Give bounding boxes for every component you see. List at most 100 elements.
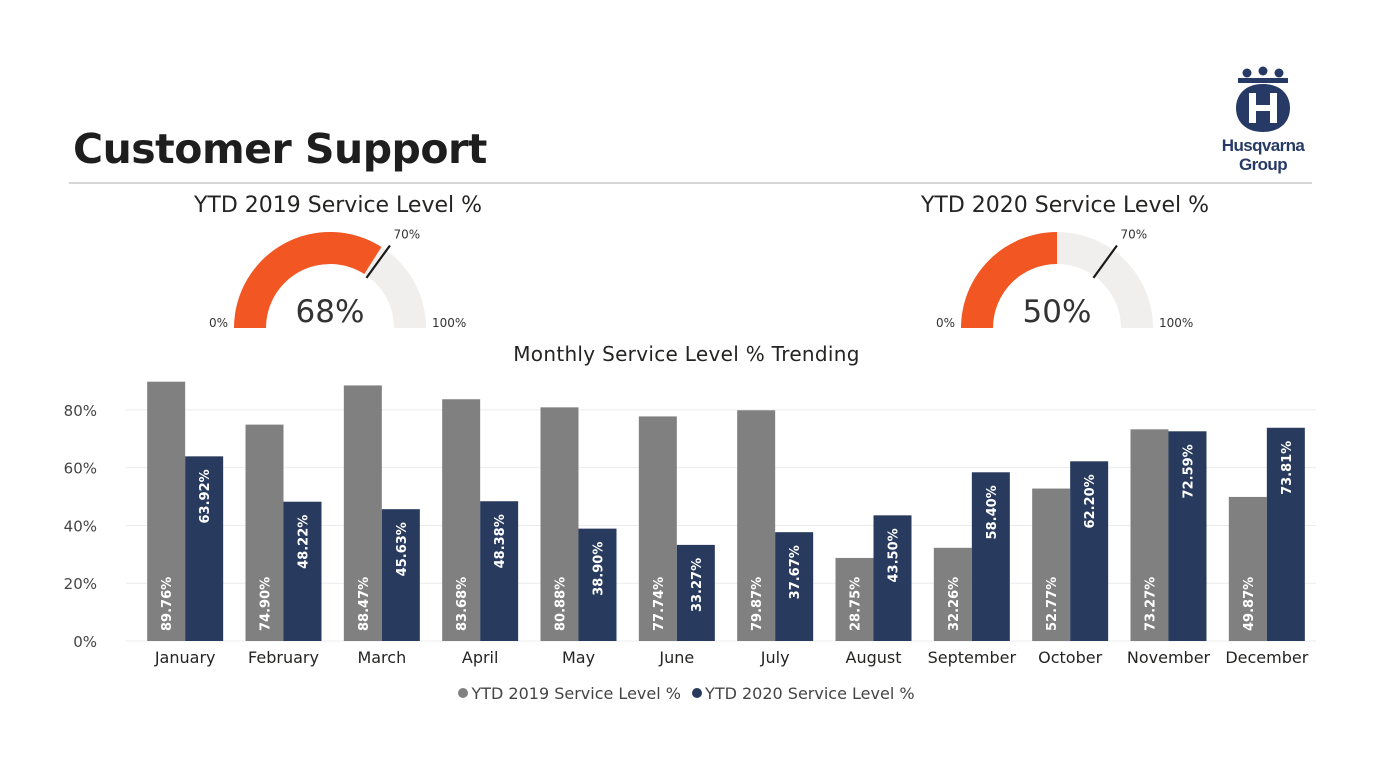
x-tick-label: December [1225, 648, 1308, 667]
gauge-min-label: 0% [209, 316, 228, 330]
gauge-fill [234, 232, 382, 328]
data-label: 49.87% [1242, 577, 1257, 631]
legend-dot-icon [458, 688, 469, 698]
y-axis: 0% 20% 40% 60% 80% [64, 402, 97, 651]
gauge-2020-title: YTD 2020 Service Level % [920, 193, 1210, 218]
x-tick-label: January [154, 648, 216, 667]
x-tick-label: May [562, 648, 595, 667]
x-axis: January February March April May June July Augu… [154, 648, 1309, 667]
x-tick-label: June [658, 648, 694, 667]
data-label: 45.63% [395, 522, 410, 576]
bar-2019[interactable] [737, 410, 776, 641]
chart-title: Monthly Service Level % Trending [513, 342, 860, 366]
data-label: 52.77% [1045, 577, 1060, 631]
data-label: 63.92% [198, 469, 213, 523]
x-tick-label: March [357, 648, 406, 667]
data-label: 73.27% [1144, 577, 1159, 631]
data-label: 79.87% [750, 577, 765, 631]
bar-2019[interactable] [933, 547, 972, 641]
grid-layer [126, 409, 1316, 642]
bar-2020[interactable] [1266, 427, 1305, 641]
data-label: 72.59% [1182, 444, 1197, 498]
data-label: 33.27% [690, 558, 705, 612]
legend: YTD 2019 Service Level % YTD 2020 Servic… [0, 683, 1373, 703]
data-label: 73.81% [1280, 441, 1295, 495]
data-label: 43.50% [887, 528, 902, 582]
gauge-target-marker [365, 244, 391, 279]
data-label: 62.20% [1083, 474, 1098, 528]
legend-dot-icon [692, 688, 703, 698]
data-label: 83.68% [455, 577, 470, 631]
gauge-max-label: 100% [432, 316, 466, 330]
bar-2019[interactable] [442, 399, 481, 641]
bar-2020[interactable] [676, 544, 715, 641]
bar-2019[interactable] [540, 407, 579, 641]
x-tick-label: September [928, 648, 1017, 667]
bar-chart: 0%20%40%60%80% 89.76%63.92%74.90%48.22%8… [64, 381, 1316, 667]
bar-2019[interactable] [638, 416, 677, 641]
bar-2020[interactable] [873, 515, 912, 641]
gauge-max-label: 100% [1159, 316, 1193, 330]
gauge-2019-title: YTD 2019 Service Level % [193, 193, 483, 218]
x-tick-label: August [846, 648, 902, 667]
x-tick-label: April [462, 648, 499, 667]
gauge-value: 68% [296, 294, 365, 330]
bar-2020[interactable] [971, 472, 1010, 641]
bar-2020[interactable] [480, 501, 519, 641]
data-label: 80.88% [554, 577, 569, 631]
gauge-min-label: 0% [936, 316, 955, 330]
gauge-value: 50% [1023, 294, 1092, 330]
header-divider [69, 182, 1312, 184]
bar-2020[interactable] [185, 456, 224, 641]
x-tick-label: February [248, 648, 319, 667]
y-tick-label: 20% [64, 575, 97, 593]
data-label: 58.40% [985, 485, 1000, 539]
data-label: 32.26% [947, 577, 962, 631]
gauge-target-label: 70% [393, 228, 420, 242]
gauge-target-label: 70% [1120, 228, 1147, 242]
logo-line-1: Husqvarna [1221, 136, 1305, 155]
legend-label: YTD 2020 Service Level % [705, 683, 915, 703]
gauge-fill [961, 232, 1057, 328]
x-tick-label: July [760, 648, 790, 667]
legend-item-2020[interactable]: YTD 2020 Service Level % [692, 684, 915, 703]
bar-2019[interactable] [835, 557, 874, 641]
y-tick-label: 0% [73, 633, 97, 651]
data-label: 74.90% [259, 577, 274, 631]
bar-2020[interactable] [283, 501, 322, 641]
bar-2020[interactable] [381, 509, 420, 641]
data-label: 48.22% [297, 515, 312, 569]
data-label: 88.47% [357, 577, 372, 631]
logo-wordmark: Husqvarna Group [1204, 136, 1322, 174]
bar-2019[interactable] [1228, 496, 1267, 641]
bars: 89.76% 63.92% 74.90% 48.22% 88.47% 45.63% 83.6… [147, 381, 1305, 641]
bar-2019[interactable] [1032, 488, 1071, 641]
gauge-2019: 68% 0% 100% 70% [209, 228, 466, 330]
legend-item-2019[interactable]: YTD 2019 Service Level % [458, 684, 681, 703]
gauge-2020: 50% 0% 100% 70% [936, 228, 1193, 330]
bar-2020[interactable] [775, 532, 814, 641]
data-label: 89.76% [160, 577, 175, 631]
bar-2019[interactable] [1130, 429, 1169, 641]
gauge-target-marker [1092, 244, 1118, 279]
x-tick-label: November [1127, 648, 1211, 667]
y-tick-label: 80% [64, 402, 97, 420]
logo-line-2: Group [1239, 155, 1288, 174]
bar-2020[interactable] [578, 528, 617, 641]
data-label: 37.67% [788, 545, 803, 599]
y-tick-label: 40% [64, 517, 97, 535]
data-label: 28.75% [849, 577, 864, 631]
bar-2019[interactable] [245, 424, 284, 641]
husqvarna-crown-h-icon [1236, 66, 1290, 132]
y-tick-label: 60% [64, 460, 97, 478]
legend-label: YTD 2019 Service Level % [471, 683, 681, 703]
bar-2020[interactable] [1070, 461, 1109, 641]
bar-2020[interactable] [1168, 431, 1207, 641]
data-label: 77.74% [652, 577, 667, 631]
bar-2019[interactable] [147, 381, 186, 641]
bar-2019[interactable] [343, 385, 382, 641]
data-label: 48.38% [493, 514, 508, 568]
x-tick-label: October [1038, 648, 1102, 667]
data-label: 38.90% [592, 542, 607, 596]
page-title: Customer Support [73, 125, 487, 173]
